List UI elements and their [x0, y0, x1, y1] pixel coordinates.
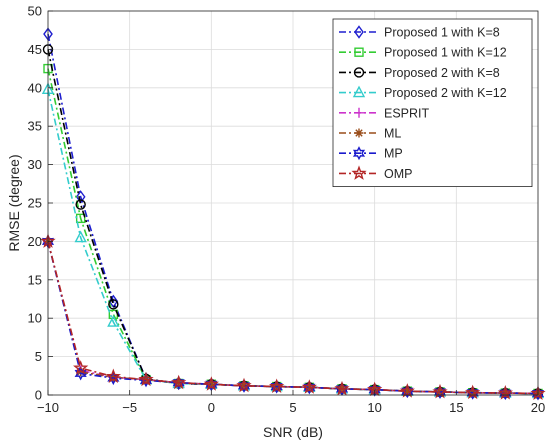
data-point [401, 384, 414, 399]
data-point [236, 377, 252, 393]
data-point [530, 385, 546, 400]
legend-box [332, 18, 533, 188]
data-point [73, 360, 89, 375]
x-tick-label: 5 [289, 400, 296, 415]
data-point [206, 379, 216, 389]
data-point [432, 383, 448, 399]
legend-swatch-marker [353, 67, 365, 78]
data-point [301, 379, 317, 394]
data-point [466, 385, 479, 400]
data-point [76, 367, 86, 377]
data-point [108, 294, 119, 308]
legend: Proposed 1 with K=8 Proposed 1 with K=12 P… [332, 18, 533, 188]
data-point [335, 381, 349, 396]
x-axis-label: SNR (dB) [263, 424, 323, 440]
legend-label: OMP [384, 167, 412, 181]
legend-swatch-marker [354, 128, 364, 138]
y-tick-label: 0 [35, 388, 42, 403]
legend-swatch-marker [352, 146, 366, 161]
y-tick-label: 15 [28, 272, 42, 287]
data-point [497, 385, 513, 400]
data-point [75, 199, 86, 210]
data-point [269, 378, 285, 394]
data-point [171, 374, 187, 390]
y-tick-label: 40 [28, 80, 42, 95]
y-tick-label: 25 [28, 196, 42, 211]
data-point [402, 386, 412, 396]
legend-label: ML [384, 127, 401, 141]
series-line [47, 241, 539, 395]
data-point [205, 377, 218, 392]
x-tick-label: 0 [208, 400, 215, 415]
legend-label: MP [384, 147, 403, 161]
legend-item: MP [339, 146, 403, 161]
legend-item: ESPRIT [339, 106, 430, 120]
legend-item: ML [339, 127, 401, 141]
data-point [138, 371, 154, 387]
legend-label: Proposed 1 with K=8 [384, 26, 500, 40]
y-tick-label: 5 [35, 349, 42, 364]
data-point [334, 380, 350, 396]
data-point [237, 378, 251, 393]
legend-item: Proposed 2 with K=12 [339, 85, 507, 100]
x-tick-label: 20 [531, 400, 545, 415]
data-point [499, 386, 512, 401]
axis-ticks: −10 −5 0 5 10 15 20 0 5 10 15 20 25 30 35 40 45 50 [28, 4, 546, 416]
x-tick-label: 10 [367, 400, 381, 415]
legend-swatch-marker [352, 85, 366, 98]
y-tick-label: 30 [28, 157, 42, 172]
legend-swatch-marker [354, 107, 364, 118]
data-point [75, 213, 86, 224]
legend-item: Proposed 2 with K=8 [339, 66, 500, 80]
legend-swatch-marker [354, 25, 364, 39]
y-tick-label: 50 [28, 4, 42, 19]
data-point [399, 383, 415, 398]
legend-label: Proposed 2 with K=8 [384, 66, 500, 80]
data-point [74, 230, 87, 243]
data-point [105, 368, 121, 384]
series-line [47, 68, 539, 395]
y-tick-label: 20 [28, 234, 42, 249]
legend-swatch-marker [354, 47, 364, 57]
x-tick-label: −10 [37, 400, 59, 415]
data-point [107, 315, 120, 327]
data-point [303, 380, 316, 395]
legend-item: Proposed 1 with K=12 [339, 46, 507, 60]
data-point [203, 376, 219, 391]
data-point [531, 386, 545, 401]
legend-item: OMP [339, 165, 412, 181]
data-point [433, 384, 447, 399]
data-point [108, 299, 119, 310]
x-tick-label: 15 [449, 400, 463, 415]
data-point [172, 375, 185, 390]
x-tick-label: −5 [122, 400, 137, 415]
legend-label: ESPRIT [384, 106, 430, 120]
data-point [270, 379, 283, 394]
y-tick-label: 10 [28, 311, 42, 326]
y-axis-label: RMSE (degree) [6, 154, 22, 251]
y-tick-label: 45 [28, 42, 42, 57]
legend-label: Proposed 2 with K=12 [384, 86, 507, 100]
legend-item: Proposed 1 with K=8 [339, 25, 500, 40]
y-tick-label: 35 [28, 119, 42, 134]
data-point [74, 366, 87, 381]
legend-swatch-marker [351, 165, 367, 180]
legend-label: Proposed 1 with K=12 [384, 46, 507, 60]
